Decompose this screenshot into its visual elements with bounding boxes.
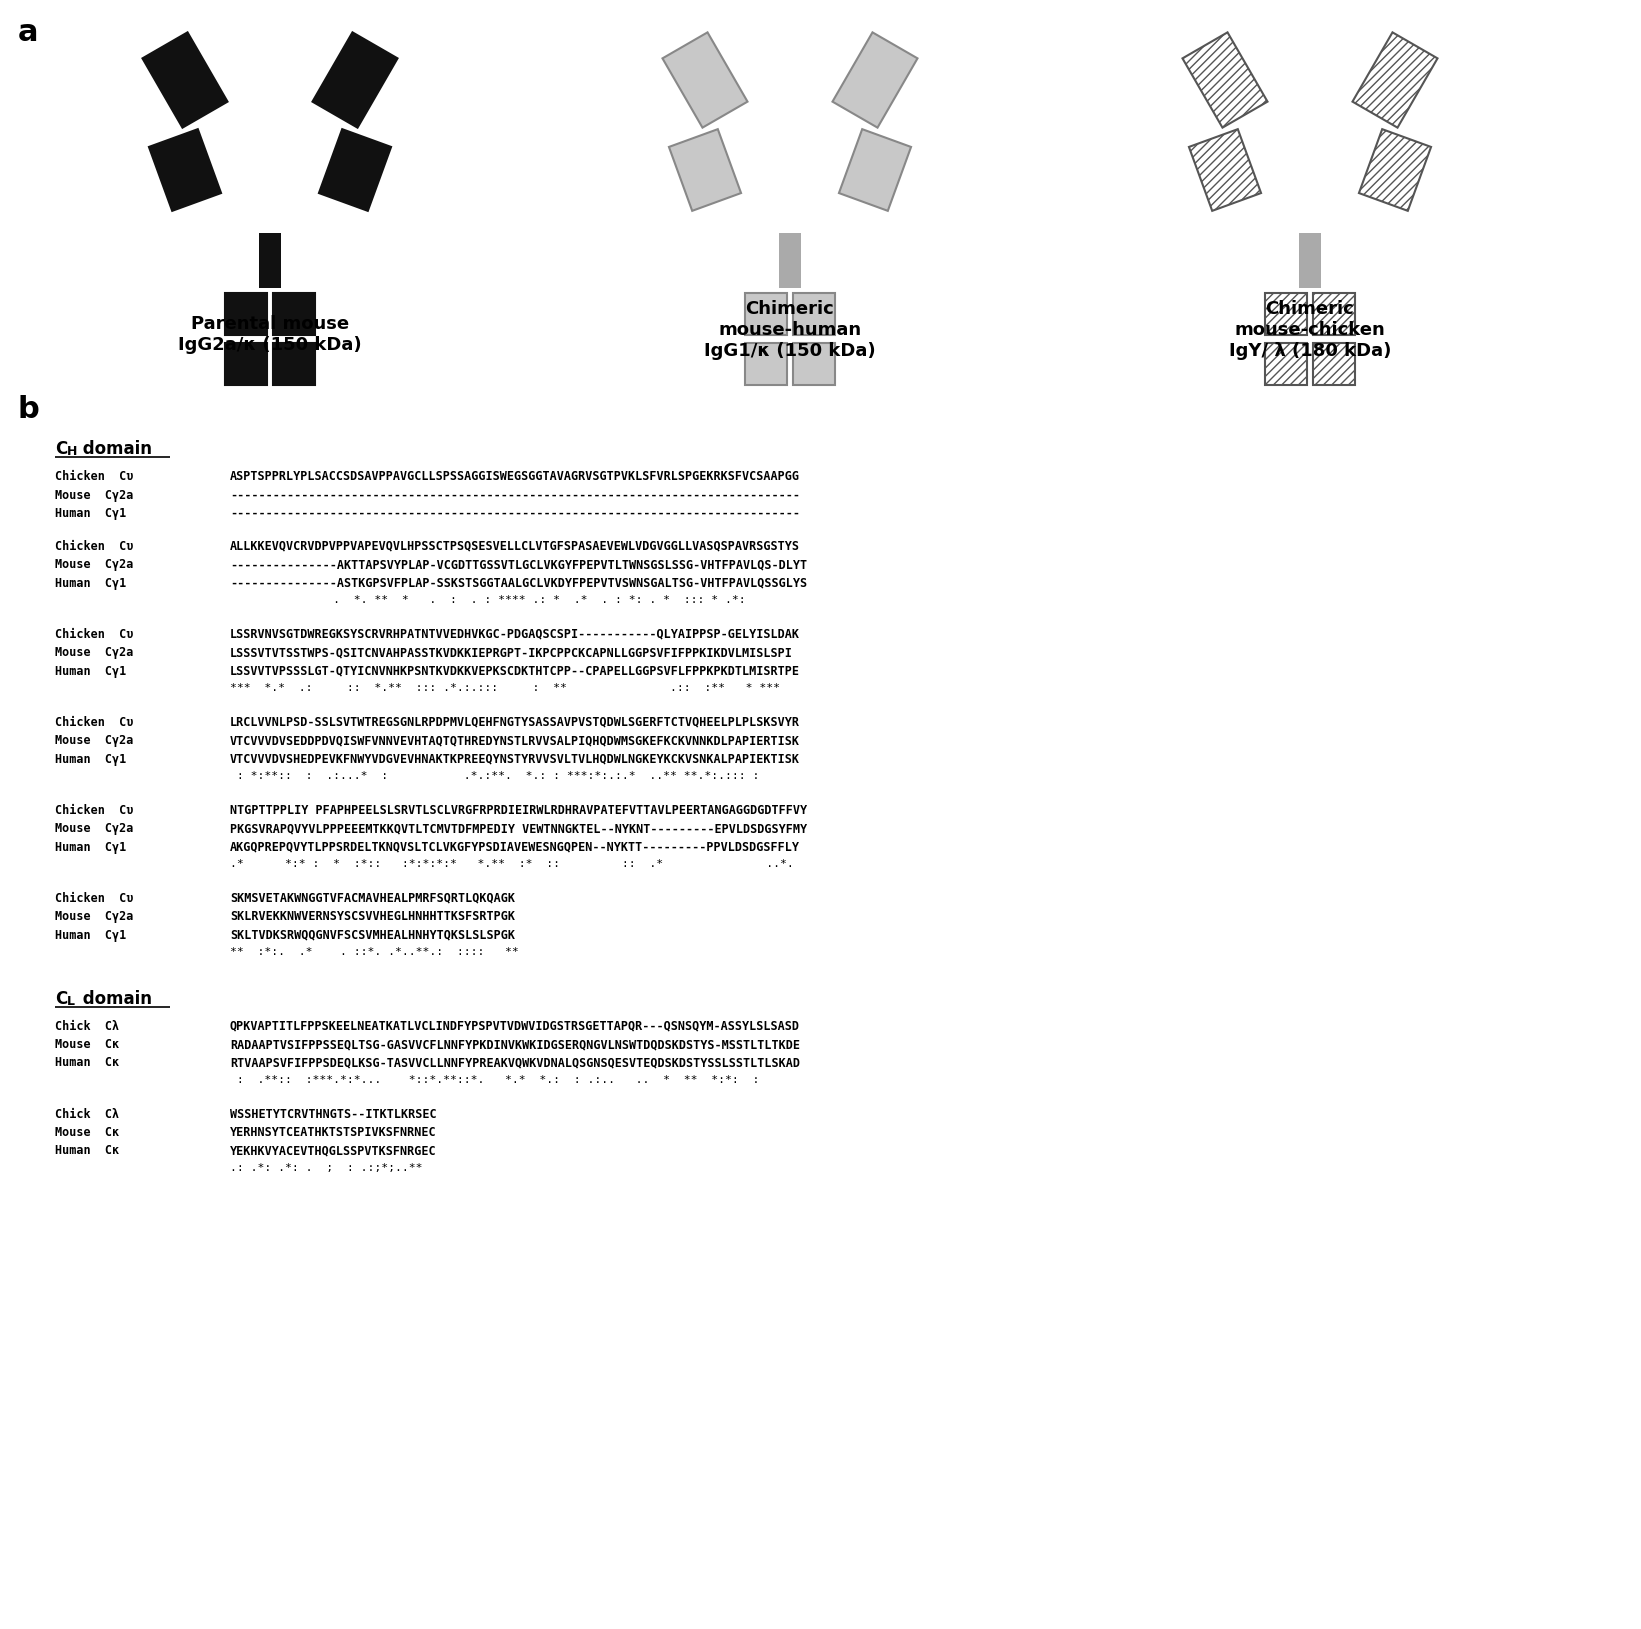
- Text: : *:**::  :  .:...*  :           .*.:**.  *.: : ***:*:.:.*  ..** **.*:.::: :: : *:**:: : .:...* : .*.:**. *.: : ***:*:…: [230, 771, 760, 780]
- Text: Human  Cγ1: Human Cγ1: [56, 665, 126, 678]
- Text: VTCVVVDVSHEDPEVKFNWYVDGVEVHNAKTKPREEQYNSTYRVVSVLTVLHQDWLNGKEYKCKVSNKALPAPIEKTISK: VTCVVVDVSHEDPEVKFNWYVDGVEVHNAKTKPREEQYNS…: [230, 753, 801, 766]
- Polygon shape: [1352, 33, 1438, 127]
- FancyBboxPatch shape: [1300, 233, 1321, 287]
- Text: PKGSVRAPQVYVLPPPEEEMTKKQVTLTCMVTDFMPEDIY VEWTNNGKTEL--NYKNT---------EPVLDSDGSYFM: PKGSVRAPQVYVLPPPEEEMTKKQVTLTCMVTDFMPEDIY…: [230, 823, 807, 836]
- Polygon shape: [149, 129, 222, 210]
- Text: .  *. **  *   .  :  . : **** .: *  .*  . : *: . *  ::: * .*:: . *. ** * . : . : **** .: * .* . : *: . …: [230, 595, 745, 604]
- Text: SKLTVDKSRWQQGNVFSCSVMHEALHNHYTQKSLSLSPGK: SKLTVDKSRWQQGNVFSCSVMHEALHNHYTQKSLSLSPGK: [230, 929, 515, 942]
- Text: Mouse  Cγ2a: Mouse Cγ2a: [56, 559, 133, 572]
- Text: :  .**::  :***.*:*...    *::*.**::*.   *.*  *.:  : .:..   ..  *  **  *:*:  :: : .**:: :***.*:*... *::*.**::*. *.* *.: …: [230, 1075, 760, 1085]
- Text: ***  *.*  .:     ::  *.**  ::: .*.:.:::     :  **               .::  :**   * ***: *** *.* .: :: *.** ::: .*.:.::: : ** .::…: [230, 683, 779, 692]
- Text: .*      *:* :  *  :*::   :*:*:*:*   *.**  :*  ::         ::  .*               ..: .* *:* : * :*:: :*:*:*:* *.** :* :: :: .…: [230, 858, 794, 868]
- Text: Human  Cγ1: Human Cγ1: [56, 507, 126, 520]
- FancyBboxPatch shape: [1265, 293, 1306, 334]
- Text: Chimeric
mouse-human
IgG1/κ (150 kDa): Chimeric mouse-human IgG1/κ (150 kDa): [704, 300, 876, 360]
- Text: RADAAPTVSIFPPSSEQLTSG-GASVVCFLNNFYPKDINVKWKIDGSERQNGVLNSWTDQDSKDSTYS-MSSTLTLTKDE: RADAAPTVSIFPPSSEQLTSG-GASVVCFLNNFYPKDINV…: [230, 1038, 801, 1051]
- FancyBboxPatch shape: [225, 293, 267, 334]
- Text: **  :*:.  .*    . ::*. .*..**.:  ::::   **: ** :*:. .* . ::*. .*..**.: :::: **: [230, 946, 519, 956]
- Text: AKGQPREPQVYTLPPSRDELTKNQVSLTCLVKGFYPSDIAVEWESNGQPEN--NYKTT---------PPVLDSDGSFFLY: AKGQPREPQVYTLPPSRDELTKNQVSLTCLVKGFYPSDIA…: [230, 841, 801, 854]
- Text: SKLRVEKKNWVERNSYSCSVVHEGLHNHHTTKSFSRTPGK: SKLRVEKKNWVERNSYSCSVVHEGLHNHHTTKSFSRTPGK: [230, 911, 515, 924]
- Text: C: C: [56, 440, 67, 458]
- Text: Human  Cγ1: Human Cγ1: [56, 577, 126, 590]
- FancyBboxPatch shape: [272, 342, 315, 384]
- Text: Chicken  Cυ: Chicken Cυ: [56, 891, 133, 904]
- Text: Human  Cγ1: Human Cγ1: [56, 753, 126, 766]
- Text: Human  Cγ1: Human Cγ1: [56, 929, 126, 942]
- Text: C: C: [56, 989, 67, 1007]
- Text: Chicken  Cυ: Chicken Cυ: [56, 715, 133, 728]
- Text: WSSHETYTCRVTHNGTS--ITKTLKRSEC: WSSHETYTCRVTHNGTS--ITKTLKRSEC: [230, 1108, 437, 1121]
- Polygon shape: [832, 33, 917, 127]
- FancyBboxPatch shape: [1313, 293, 1355, 334]
- Text: Mouse  Cγ2a: Mouse Cγ2a: [56, 647, 133, 660]
- Polygon shape: [1183, 33, 1267, 127]
- Text: ---------------ASTKGPSVFPLAP-SSKSTSGGTAALGCLVKDYFPEPVTVSWNSGALTSG-VHTFPAVLQSSGLY: ---------------ASTKGPSVFPLAP-SSKSTSGGTAA…: [230, 577, 807, 590]
- Text: QPKVAPTITLFPPSKEELNEATKATLVCLINDFYPSPVTVDWVIDGSTRSGETTAPQR---QSNSQYM-ASSYLSLSASD: QPKVAPTITLFPPSKEELNEATKATLVCLINDFYPSPVTV…: [230, 1020, 801, 1033]
- FancyBboxPatch shape: [793, 342, 835, 384]
- FancyBboxPatch shape: [1265, 342, 1306, 384]
- FancyBboxPatch shape: [745, 293, 788, 334]
- FancyBboxPatch shape: [272, 293, 315, 334]
- Text: LSSRVNVSGTDWREGKSYSCRVRHPATNTVVEDHVKGC-PDGAQSCSPI-----------QLYAIPPSP-GELYISLDAK: LSSRVNVSGTDWREGKSYSCRVRHPATNTVVEDHVKGC-P…: [230, 627, 801, 640]
- Text: --------------------------------------------------------------------------------: ----------------------------------------…: [230, 507, 801, 520]
- Polygon shape: [143, 33, 228, 127]
- Text: ---------------AKTTAPSVYPLAP-VCGDTTGSSVTLGCLVKGYFPEPVTLTWNSGSLSSG-VHTFPAVLQS-DLY: ---------------AKTTAPSVYPLAP-VCGDTTGSSVT…: [230, 559, 807, 572]
- Text: NTGPTTPPLIY PFAPHPEELSLSRVTLSCLVRGFRPRDIEIRWLRDHRAVPATEFVTTAVLPEERTANGAGGDGDTFFV: NTGPTTPPLIY PFAPHPEELSLSRVTLSCLVRGFRPRDI…: [230, 803, 807, 816]
- Text: Chick  Cλ: Chick Cλ: [56, 1020, 120, 1033]
- Text: VTCVVVDVSEDDPDVQISWFVNNVEVHTAQTQTHREDYNSTLRVVSALPIQHQDWMSGKEFKCKVNNKDLPAPIERTISK: VTCVVVDVSEDDPDVQISWFVNNVEVHTAQTQTHREDYNS…: [230, 735, 801, 748]
- Polygon shape: [670, 129, 742, 210]
- Text: H: H: [67, 445, 77, 458]
- FancyBboxPatch shape: [225, 342, 267, 384]
- Text: LSSVVTVPSSSLGT-QTYICNVNHKPSNTKVDKKVEPKSCDKTHTCPP--CPAPELLGGPSVFLFPPKPKDTLMISRTPE: LSSVVTVPSSSLGT-QTYICNVNHKPSNTKVDKKVEPKSC…: [230, 665, 801, 678]
- Polygon shape: [1190, 129, 1260, 210]
- FancyBboxPatch shape: [745, 342, 788, 384]
- Text: Mouse  Cγ2a: Mouse Cγ2a: [56, 489, 133, 502]
- Text: domain: domain: [77, 989, 153, 1007]
- Polygon shape: [318, 129, 391, 210]
- Text: Chick  Cλ: Chick Cλ: [56, 1108, 120, 1121]
- Polygon shape: [663, 33, 748, 127]
- Polygon shape: [839, 129, 911, 210]
- Text: Chicken  Cυ: Chicken Cυ: [56, 627, 133, 640]
- Text: LRCLVVNLPSD-SSLSVTWTREGSGNLRPDPMVLQEHFNGTYSASSAVPVSTQDWLSGERFTCTVQHEELPLPLSKSVYR: LRCLVVNLPSD-SSLSVTWTREGSGNLRPDPMVLQEHFNG…: [230, 715, 801, 728]
- FancyBboxPatch shape: [259, 233, 281, 287]
- Text: Mouse  Cγ2a: Mouse Cγ2a: [56, 911, 133, 924]
- Text: Human  Cγ1: Human Cγ1: [56, 841, 126, 854]
- Text: SKMSVETAKWNGGTVFACMAVHEALPMRFSQRTLQKQAGK: SKMSVETAKWNGGTVFACMAVHEALPMRFSQRTLQKQAGK: [230, 891, 515, 904]
- Text: .: .*: .*: .  ;  : .:;*;..**: .: .*: .*: . ; : .:;*;..**: [230, 1163, 422, 1173]
- Text: Mouse  Cκ: Mouse Cκ: [56, 1038, 120, 1051]
- Text: LSSSVTVTSSTWPS-QSITCNVAHPASSTKVDKKIEPRGPT-IKPCPPCKCAPNLLGGPSVFIFPPKIKDVLMISLSPI: LSSSVTVTSSTWPS-QSITCNVAHPASSTKVDKKIEPRGP…: [230, 647, 793, 660]
- Text: Mouse  Cγ2a: Mouse Cγ2a: [56, 735, 133, 748]
- Text: Human  Cκ: Human Cκ: [56, 1145, 120, 1158]
- FancyBboxPatch shape: [793, 293, 835, 334]
- Text: Chimeric
mouse-chicken
IgY/ λ (180 kDa): Chimeric mouse-chicken IgY/ λ (180 kDa): [1229, 300, 1392, 360]
- Text: ALLKKEVQVCRVDPVPPVAPEVQVLHPSSCTPSQSESVELLCLVTGFSPASAEVEWLVDGVGGLLVASQSPAVRSGSTYS: ALLKKEVQVCRVDPVPPVAPEVQVLHPSSCTPSQSESVEL…: [230, 539, 801, 552]
- FancyBboxPatch shape: [1313, 342, 1355, 384]
- Text: domain: domain: [77, 440, 153, 458]
- Text: b: b: [18, 394, 39, 424]
- Text: Human  Cκ: Human Cκ: [56, 1057, 120, 1070]
- Text: Chicken  Cυ: Chicken Cυ: [56, 539, 133, 552]
- Text: Parental mouse
IgG2a/κ (150 kDa): Parental mouse IgG2a/κ (150 kDa): [179, 314, 361, 353]
- Polygon shape: [1359, 129, 1431, 210]
- Text: YERHNSYTCEATHKTSTSPIVKSFNRNEC: YERHNSYTCEATHKTSTSPIVKSFNRNEC: [230, 1126, 437, 1139]
- Text: L: L: [67, 994, 75, 1007]
- Text: Chicken  Cυ: Chicken Cυ: [56, 471, 133, 484]
- Text: a: a: [18, 18, 38, 47]
- FancyBboxPatch shape: [779, 233, 801, 287]
- Text: YEKHKVYACEVTHQGLSSPVTKSFNRGEC: YEKHKVYACEVTHQGLSSPVTKSFNRGEC: [230, 1145, 437, 1158]
- Polygon shape: [312, 33, 397, 127]
- Text: Chicken  Cυ: Chicken Cυ: [56, 803, 133, 816]
- Text: Mouse  Cγ2a: Mouse Cγ2a: [56, 823, 133, 836]
- Text: --------------------------------------------------------------------------------: ----------------------------------------…: [230, 489, 801, 502]
- Text: Mouse  Cκ: Mouse Cκ: [56, 1126, 120, 1139]
- Text: ASPTSPPRLYPLSACCSDSAVPPAVGCLLSPSSAGGISWEGSGGTAVAGRVSGTPVKLSFVRLSPGEKRKSFVCSAAPGG: ASPTSPPRLYPLSACCSDSAVPPAVGCLLSPSSAGGISWE…: [230, 471, 801, 484]
- Text: RTVAAPSVFIFPPSDEQLKSG-TASVVCLLNNFYPREAKVQWKVDNALQSGNSQESVTEQDSKDSTYSSLSSTLTLSKAD: RTVAAPSVFIFPPSDEQLKSG-TASVVCLLNNFYPREAKV…: [230, 1057, 801, 1070]
